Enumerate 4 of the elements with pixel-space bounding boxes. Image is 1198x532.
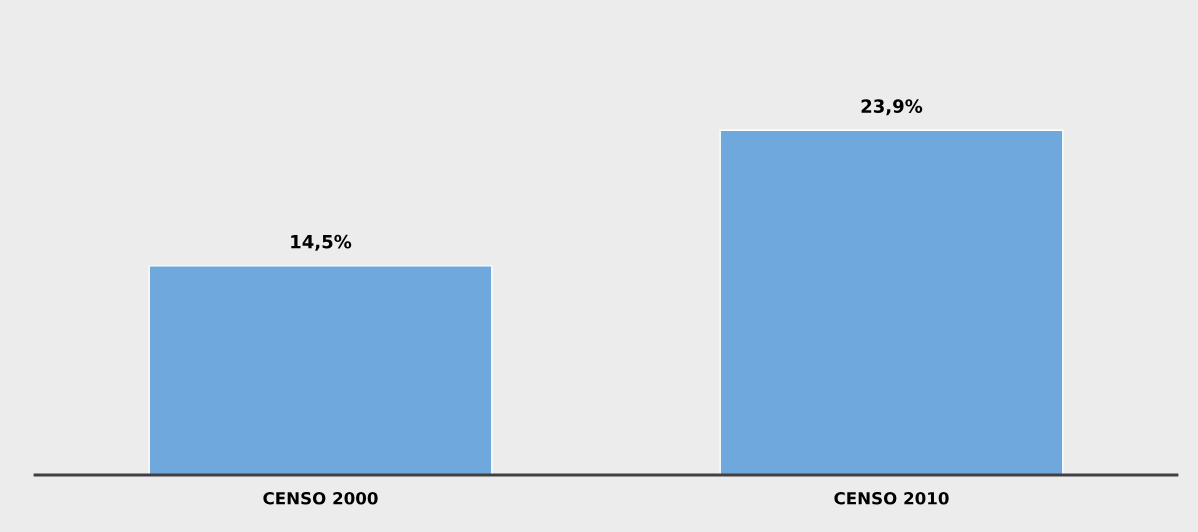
x-tick-label: CENSO 2010 (834, 491, 949, 505)
data-label: 23,9% (861, 99, 923, 116)
data-label: 14,5% (291, 234, 352, 251)
x-tick-label: CENSO 2000 (263, 491, 378, 505)
